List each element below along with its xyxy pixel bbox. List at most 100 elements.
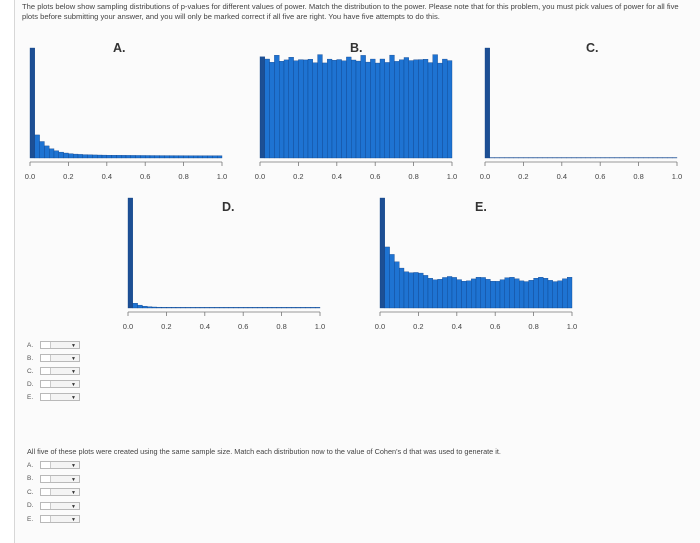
histogram-bar: [257, 307, 263, 309]
x-tick-label: 0.6: [140, 172, 150, 181]
histogram-bar: [173, 155, 179, 159]
histogram-bar: [193, 155, 199, 159]
x-tick-label: 0.8: [178, 172, 188, 181]
histogram-bar: [106, 155, 112, 159]
histogram-bar: [432, 54, 438, 159]
histogram-bar: [408, 60, 414, 159]
power-dropdown-select[interactable]: ▼: [40, 380, 80, 388]
histogram-bar: [145, 155, 151, 159]
power-dropdown-select[interactable]: ▼: [40, 367, 80, 375]
power-dropdown-select[interactable]: ▼: [40, 393, 80, 401]
histogram-bar: [346, 56, 352, 159]
histogram-bar: [442, 277, 448, 309]
histogram-bar: [147, 306, 153, 309]
histogram-bar: [485, 279, 491, 309]
histogram-bar: [183, 155, 189, 159]
histogram-bar: [97, 154, 103, 159]
histogram-bar: [336, 59, 342, 159]
histogram-bar: [370, 58, 376, 159]
histogram-bar: [288, 57, 294, 159]
histogram-bar: [82, 154, 88, 159]
histogram-bar: [259, 56, 265, 159]
histogram-bar: [466, 280, 472, 309]
histogram-bar: [142, 305, 148, 309]
histogram-bar: [281, 307, 287, 309]
x-tick-label: 0.6: [238, 322, 248, 331]
histogram-bar: [199, 307, 205, 309]
cohen-dropdown-select[interactable]: ▼: [40, 501, 80, 510]
histogram-bar: [276, 307, 282, 309]
x-tick-label: 0.2: [518, 172, 528, 181]
x-tick-label: 0.6: [595, 172, 605, 181]
histogram-bar: [509, 277, 515, 309]
power-dropdown-select[interactable]: ▼: [40, 341, 80, 349]
cohen-dropdown-select[interactable]: ▼: [40, 461, 80, 469]
histogram-bar: [125, 155, 131, 159]
histogram-bar: [384, 246, 390, 309]
histogram-bar: [130, 155, 136, 159]
histogram-bar: [403, 57, 409, 159]
histogram-bar: [164, 155, 170, 159]
histogram-bar: [188, 155, 194, 159]
histogram-bar: [159, 155, 165, 159]
histogram-c: 0.0 0.2 0.4 0.6 0.8 1.0: [480, 47, 682, 181]
histogram-bar: [341, 60, 347, 159]
histogram-bar: [127, 197, 133, 309]
histogram-bar: [286, 307, 292, 309]
histogram-bar: [53, 150, 59, 159]
x-tick-label: 1.0: [567, 322, 577, 331]
histogram-bar: [171, 307, 177, 309]
histogram-bar: [528, 280, 534, 309]
histogram-bar: [44, 145, 50, 159]
x-tick-label: 0.2: [413, 322, 423, 331]
x-tick-label: 0.4: [200, 322, 210, 331]
histogram-bar: [408, 272, 414, 309]
histogram-bar: [161, 307, 167, 309]
x-tick-label: 0.8: [528, 322, 538, 331]
x-tick-label: 0.4: [557, 172, 567, 181]
histogram-a: 0.0 0.2 0.4 0.6 0.8 1.0: [25, 47, 227, 181]
histogram-bar: [351, 59, 357, 159]
histogram-bar: [293, 60, 299, 159]
histogram-bar: [267, 307, 273, 309]
histogram-bar: [111, 155, 117, 159]
histogram-bar: [274, 55, 280, 159]
power-dropdown-selected-value: [41, 381, 51, 387]
histogram-bar: [262, 307, 268, 309]
cohen-dropdown-select[interactable]: ▼: [40, 474, 80, 483]
histogram-bar: [34, 134, 40, 159]
power-dropdown-row-c: C. ▼: [27, 366, 80, 376]
histogram-bar: [394, 261, 400, 309]
histogram-bar: [212, 155, 218, 159]
histogram-bar: [238, 307, 244, 309]
histogram-bar: [484, 47, 490, 159]
x-tick-label: 0.6: [370, 172, 380, 181]
cohen-dropdown-letter: C.: [27, 488, 34, 496]
cohen-dropdown-select[interactable]: ▼: [40, 488, 80, 496]
histogram-bar: [101, 154, 107, 159]
histogram-bar: [298, 59, 304, 159]
histogram-bar: [271, 307, 277, 309]
histogram-bar: [375, 62, 381, 159]
power-dropdown-select[interactable]: ▼: [40, 354, 80, 362]
histogram-bar: [523, 281, 529, 309]
histogram-bar: [538, 277, 544, 309]
histogram-bar: [175, 307, 181, 309]
histogram-bar: [156, 306, 162, 309]
chevron-down-icon: ▼: [71, 503, 76, 510]
plot-label-b: B.: [350, 41, 363, 55]
x-tick-label: 1.0: [672, 172, 682, 181]
histogram-bar: [389, 54, 395, 159]
x-tick-label: 0.0: [123, 322, 133, 331]
histogram-bar: [140, 155, 146, 159]
histogram-bar: [310, 307, 316, 309]
cohen-dropdown-selected-value: [41, 489, 51, 495]
x-tick-label: 0.0: [480, 172, 490, 181]
cohen-dropdown-selected-value: [41, 475, 51, 482]
power-dropdown-row-d: D. ▼: [27, 379, 80, 389]
histogram-bar: [562, 278, 568, 309]
histogram-bar: [547, 280, 553, 309]
cohen-dropdown-select[interactable]: ▼: [40, 515, 80, 523]
histogram-bar: [490, 281, 496, 309]
histogram-bar: [322, 62, 328, 159]
